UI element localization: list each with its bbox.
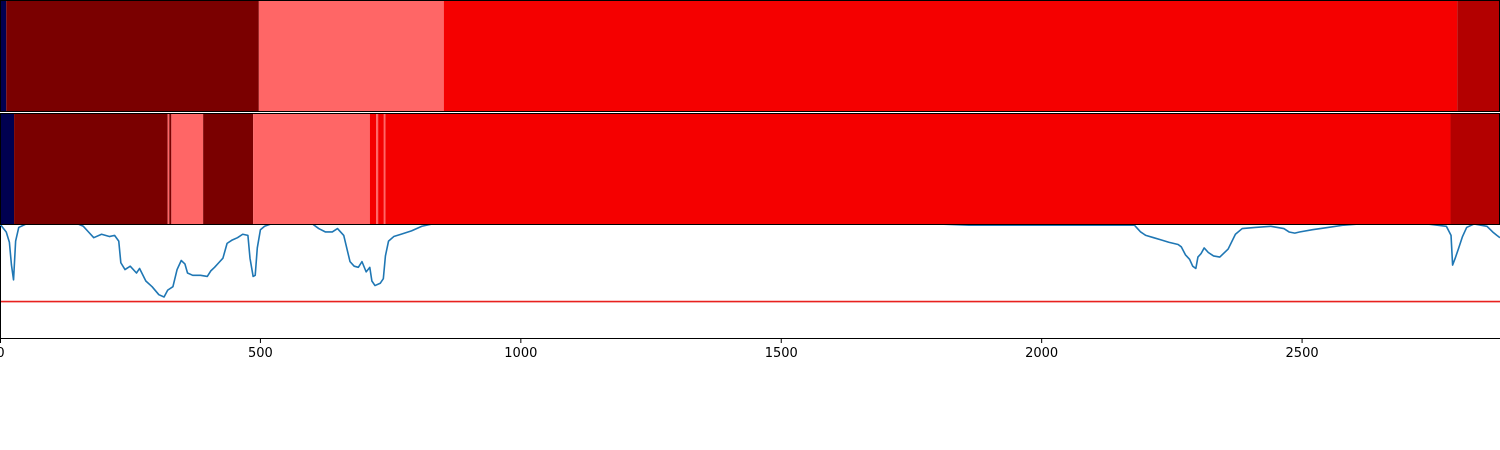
heatmap-segment-2-10 [378,114,384,225]
line-panel [0,223,1500,303]
heatmap-segment-2-8 [369,114,377,225]
heatmap-segment-1-5 [1457,1,1500,112]
heatmap-segment-2-9 [376,114,379,225]
heatmap-segment-1-1 [0,1,7,112]
heatmap-segment-1-2 [6,1,259,112]
heatmap-segment-2-3 [167,114,170,225]
heatmap-segment-2-2 [14,114,168,225]
x-tick-label-4: 1500 [765,346,798,361]
heatmap-segment-2-1 [0,114,15,225]
heatmap-track-1 [0,1,1500,112]
x-tick-label-1: 0 [0,346,5,361]
x-tick-label-2: 500 [248,346,273,361]
heatmap-segment-2-7 [253,114,370,225]
heatmap-track-2 [0,114,1500,225]
heatmap-segment-2-11 [383,114,386,225]
x-axis: 0 500 1000 1500 2000 2500 [0,226,1500,361]
x-tick-label-6: 2500 [1286,346,1319,361]
heatmap-segment-1-3 [258,1,444,112]
series-line [0,223,1500,298]
heatmap-segment-2-12 [385,114,1451,225]
heatmap-segment-2-4 [169,114,172,225]
x-tick-label-3: 1000 [504,346,537,361]
heatmap-segment-1-4 [443,1,1458,112]
heatmap-segment-2-6 [203,114,254,225]
x-tick-label-5: 2000 [1025,346,1058,361]
heatmap-segment-2-5 [171,114,204,225]
heatmap-segment-2-13 [1450,114,1500,225]
